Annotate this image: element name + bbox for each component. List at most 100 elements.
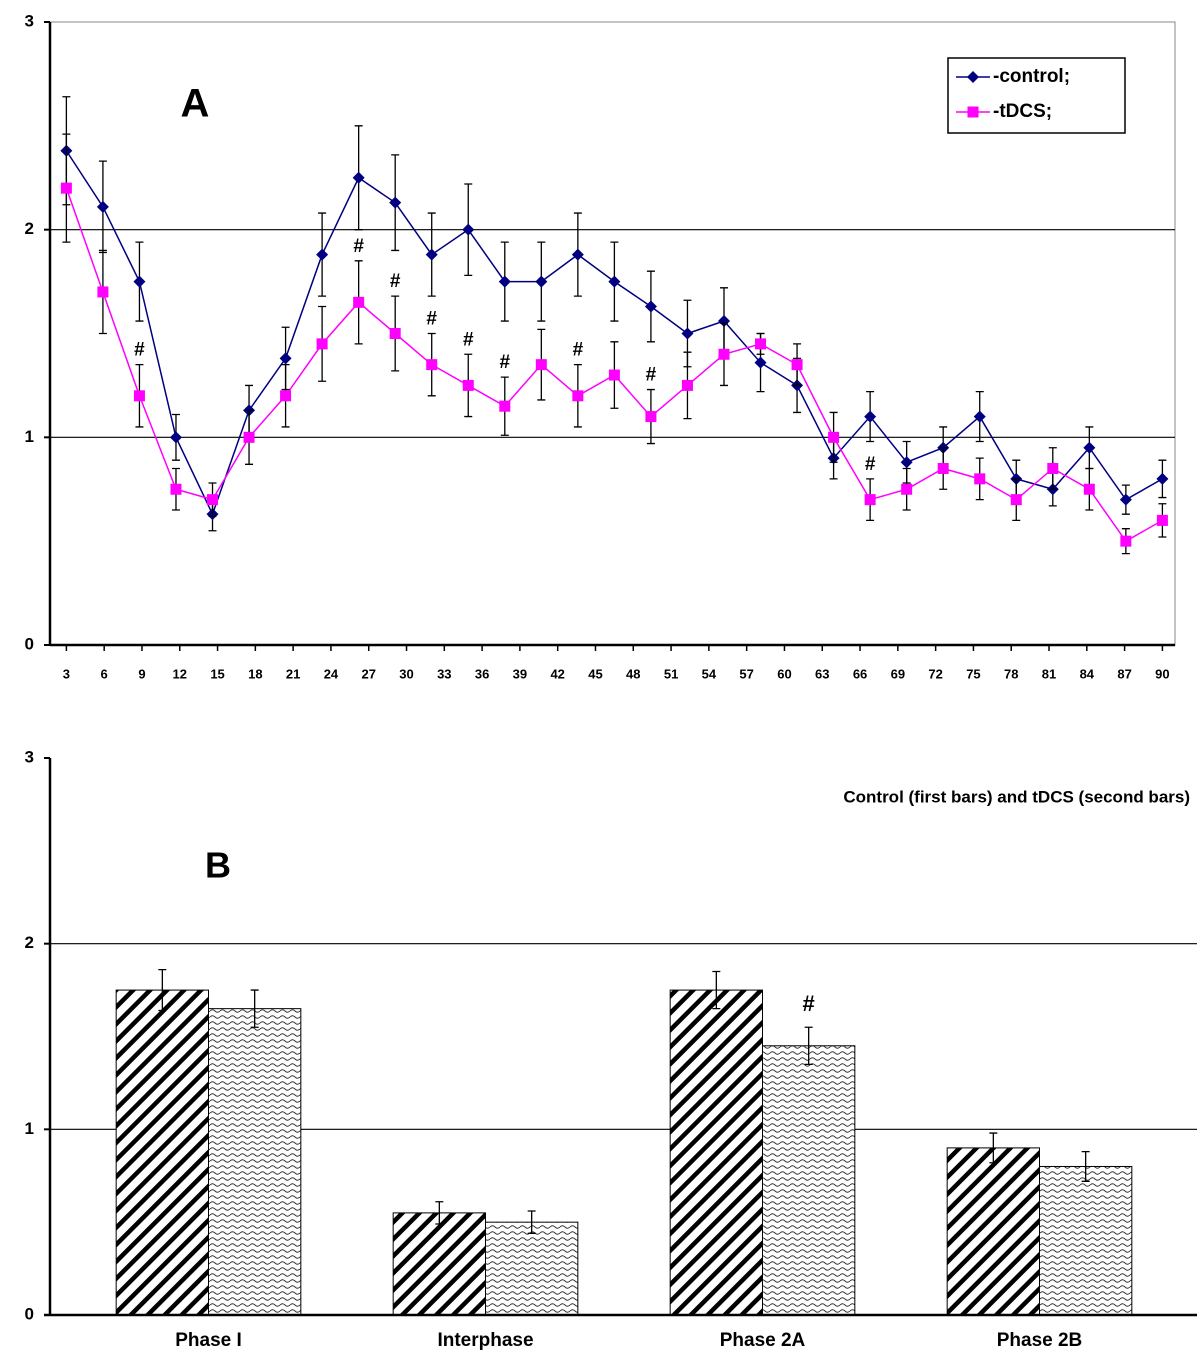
error-bar xyxy=(435,1201,444,1225)
data-point xyxy=(169,431,182,444)
x-tick-label: 78 xyxy=(1004,666,1018,681)
y-tick-label: 3 xyxy=(25,11,34,30)
significance-mark: # xyxy=(390,271,401,292)
x-tick-label: 39 xyxy=(513,666,527,681)
data-point xyxy=(828,431,840,443)
legend-label: -control; xyxy=(993,66,1070,87)
data-point xyxy=(462,379,474,391)
y-tick-label: 2 xyxy=(25,219,34,238)
data-point xyxy=(535,359,547,371)
bar xyxy=(115,989,209,1316)
error-bar xyxy=(712,970,721,1010)
data-point xyxy=(755,338,767,350)
data-point xyxy=(572,390,584,402)
x-tick-label: 30 xyxy=(399,666,413,681)
error-bar xyxy=(250,989,259,1028)
subtitle: Control (first bars) and tDCS (second ba… xyxy=(843,787,1190,806)
data-point xyxy=(717,315,730,328)
bar xyxy=(208,1008,302,1316)
data-point xyxy=(96,200,109,213)
data-point xyxy=(498,275,511,288)
data-point xyxy=(535,275,548,288)
data-point xyxy=(901,483,913,495)
data-point xyxy=(718,348,730,360)
x-tick-label: 27 xyxy=(361,666,375,681)
x-tick-label: 6 xyxy=(101,666,108,681)
error-bar xyxy=(804,1026,813,1065)
x-tick-label: Phase 2B xyxy=(997,1330,1083,1351)
x-tick-label: 42 xyxy=(550,666,564,681)
data-point xyxy=(170,483,182,495)
data-point xyxy=(352,171,365,184)
data-point xyxy=(425,248,438,261)
significance-mark: # xyxy=(134,340,145,361)
x-tick-label: 63 xyxy=(815,666,829,681)
data-point xyxy=(900,456,913,469)
legend-marker xyxy=(967,106,979,118)
x-tick-label: Phase I xyxy=(175,1330,242,1351)
series-line xyxy=(65,150,1163,517)
significance-mark: # xyxy=(463,329,474,350)
x-tick-label: 36 xyxy=(475,666,489,681)
x-tick-label: 51 xyxy=(664,666,678,681)
data-point xyxy=(316,338,328,350)
x-tick-label: 21 xyxy=(286,666,300,681)
panel-label: A xyxy=(181,82,210,126)
x-tick-label: 18 xyxy=(248,666,262,681)
x-tick-label: 90 xyxy=(1155,666,1169,681)
x-tick-label: 3 xyxy=(63,666,70,681)
data-point xyxy=(1083,441,1096,454)
data-point xyxy=(316,248,329,261)
data-point xyxy=(1119,493,1132,506)
data-point xyxy=(207,494,219,506)
error-bar xyxy=(527,1210,536,1234)
significance-mark: # xyxy=(353,236,364,257)
legend-marker xyxy=(967,71,979,83)
x-tick-label: 60 xyxy=(777,666,791,681)
x-tick-label: 12 xyxy=(173,666,187,681)
x-tick-label: 48 xyxy=(626,666,640,681)
bar xyxy=(485,1221,579,1316)
data-point xyxy=(426,359,438,371)
data-point xyxy=(571,248,584,261)
y-tick-label: 3 xyxy=(25,747,34,766)
data-point xyxy=(864,494,876,506)
data-point xyxy=(97,286,109,298)
bar xyxy=(762,1045,856,1316)
x-tick-label: 87 xyxy=(1117,666,1131,681)
data-point xyxy=(1047,462,1059,474)
data-point xyxy=(133,275,146,288)
bar xyxy=(392,1212,486,1316)
significance-mark: # xyxy=(803,991,815,1016)
x-tick-label: 45 xyxy=(588,666,602,681)
panel-label: B xyxy=(205,845,231,886)
data-point xyxy=(645,411,657,423)
data-point xyxy=(499,400,511,412)
data-point xyxy=(243,431,255,443)
data-point xyxy=(1010,494,1022,506)
data-point xyxy=(681,327,694,340)
legend-label: -tDCS; xyxy=(993,101,1052,122)
bar xyxy=(946,1147,1041,1316)
x-tick-label: 57 xyxy=(739,666,753,681)
y-tick-label: 1 xyxy=(25,1119,34,1138)
data-point xyxy=(462,223,475,236)
data-point xyxy=(791,359,803,371)
x-tick-label: 54 xyxy=(702,666,717,681)
data-point xyxy=(608,275,621,288)
significance-mark: # xyxy=(573,340,584,361)
data-point xyxy=(1083,483,1095,495)
significance-mark: # xyxy=(646,365,657,386)
significance-mark: # xyxy=(865,454,876,475)
data-point xyxy=(280,390,292,402)
x-tick-label: 75 xyxy=(966,666,980,681)
x-tick-label: 84 xyxy=(1080,666,1095,681)
y-tick-label: 2 xyxy=(25,933,34,952)
x-tick-label: 81 xyxy=(1042,666,1056,681)
y-tick-label: 0 xyxy=(25,634,34,653)
data-point xyxy=(389,196,402,209)
data-point xyxy=(60,182,72,194)
data-point xyxy=(133,390,145,402)
